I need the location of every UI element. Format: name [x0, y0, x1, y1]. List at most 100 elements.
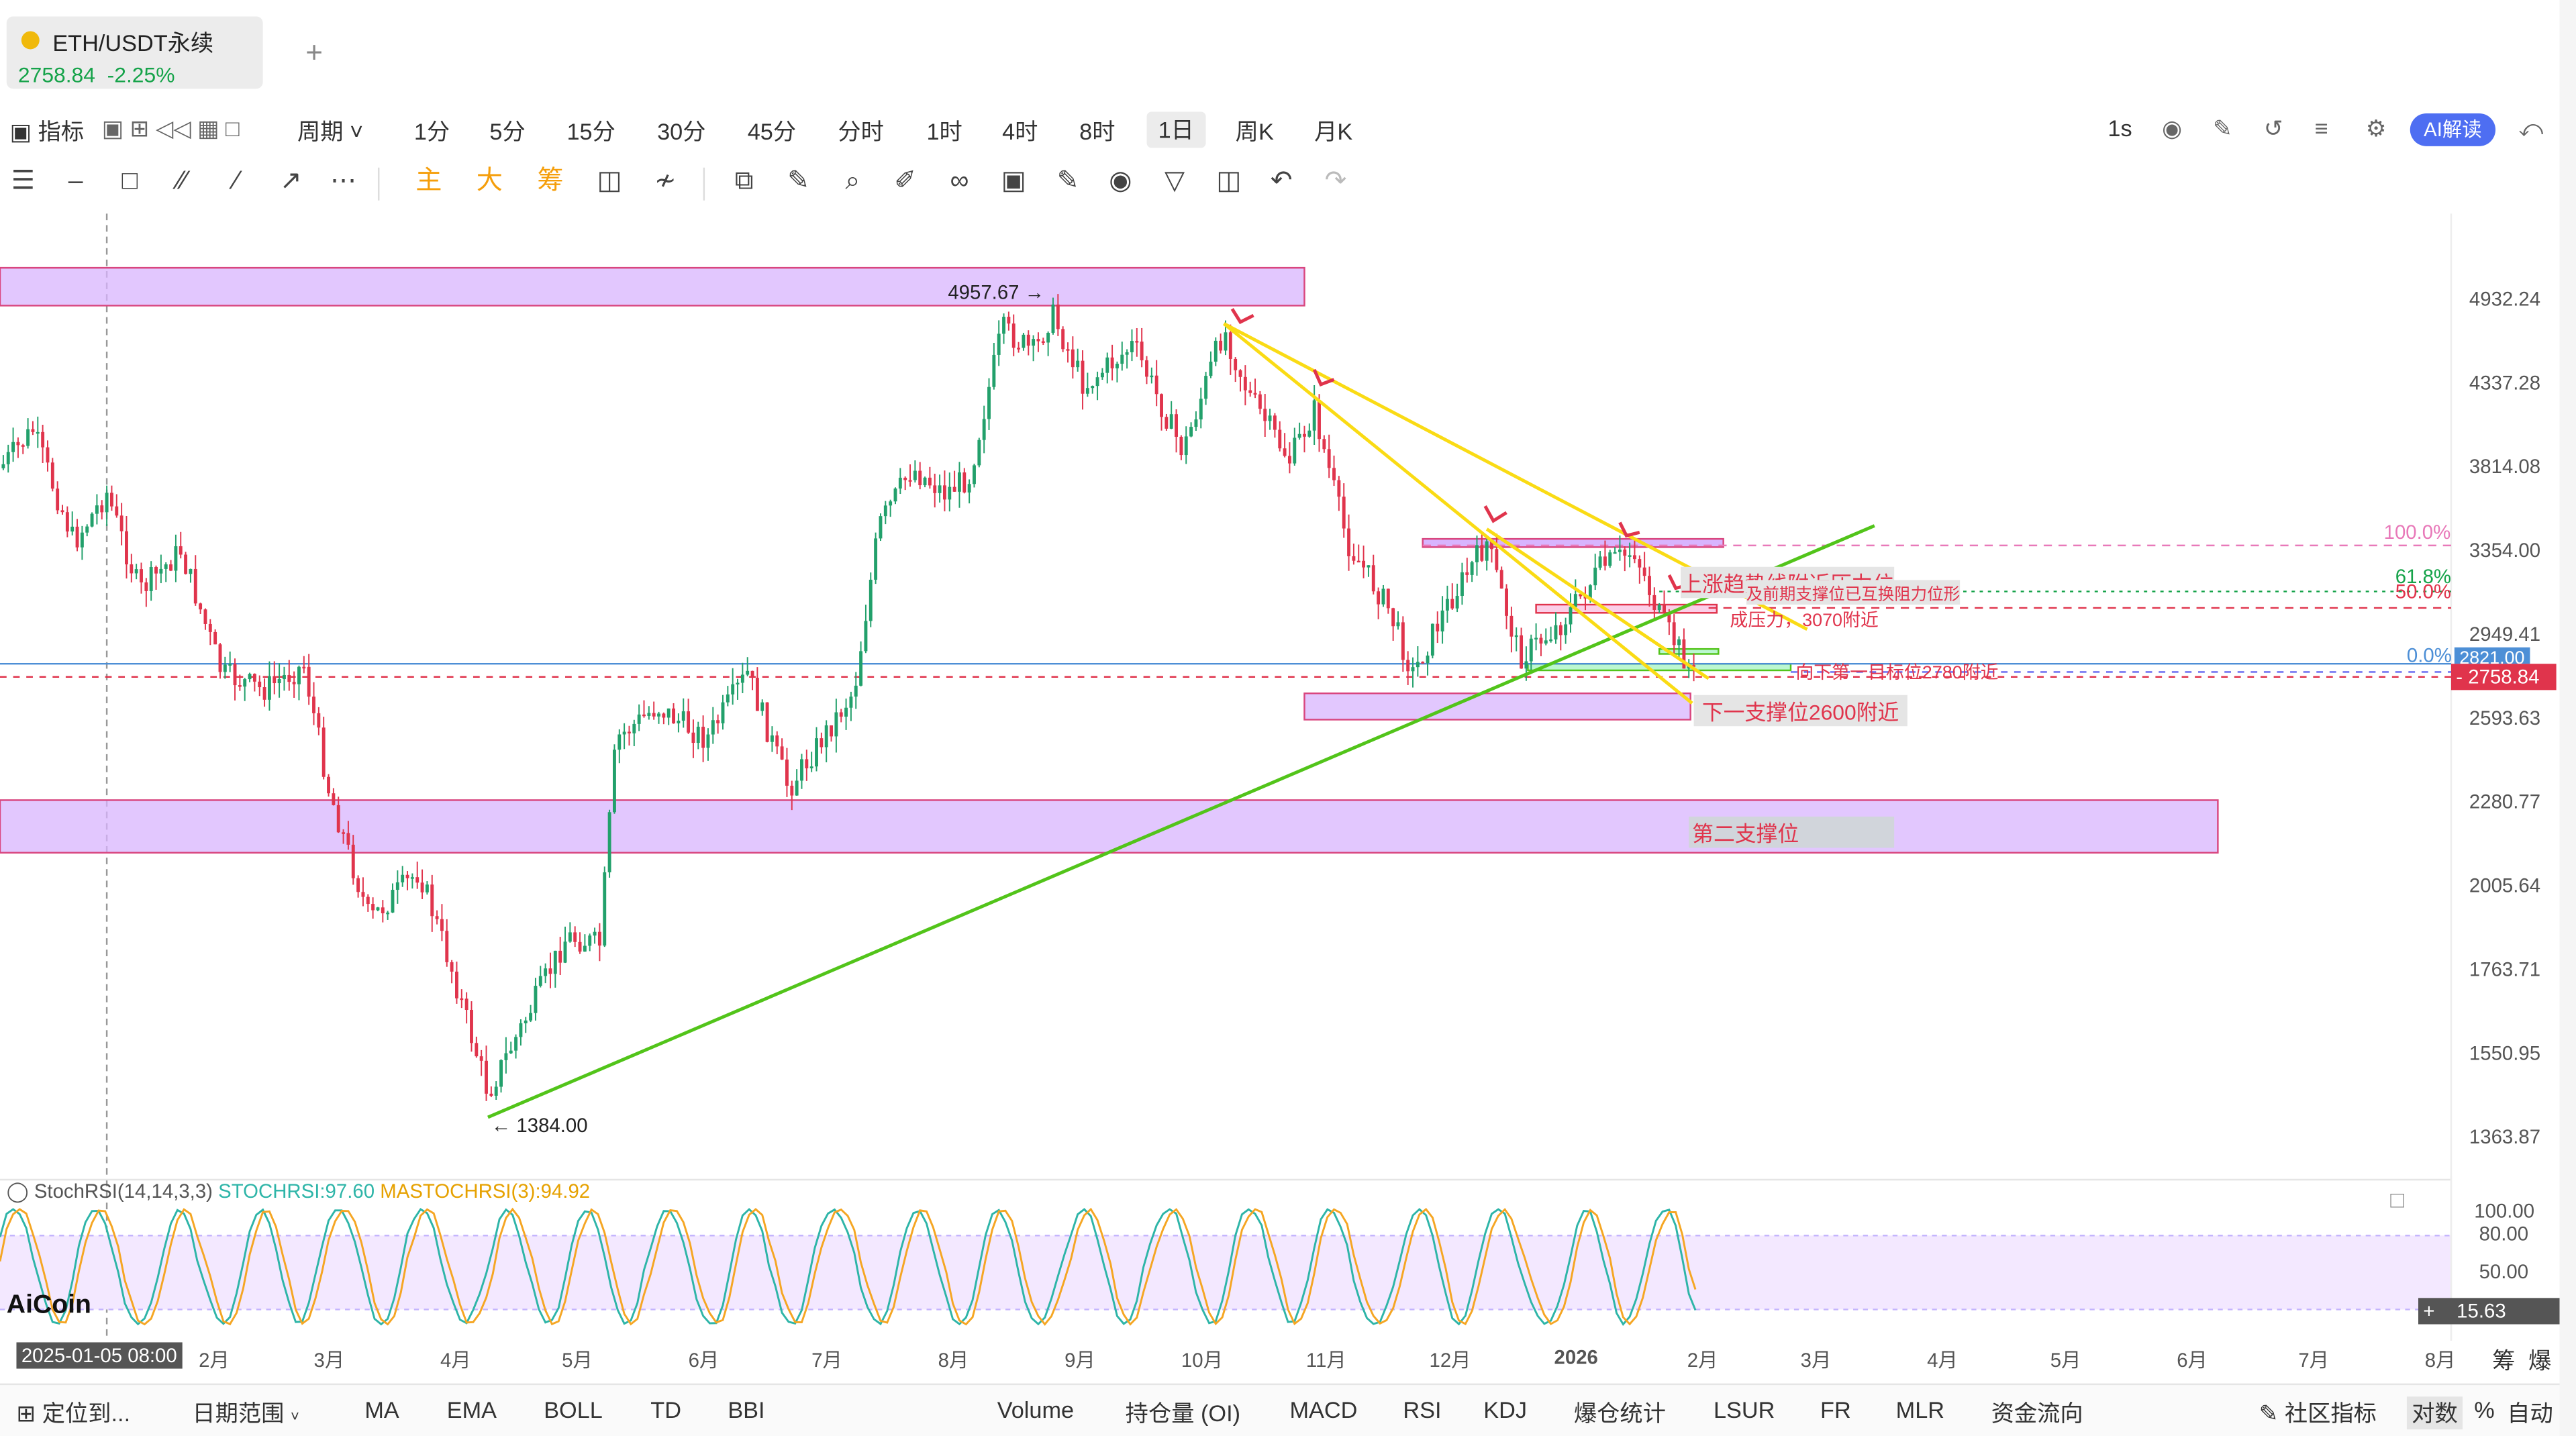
alert-icon[interactable]: ↺	[2263, 115, 2283, 142]
candle-body	[46, 447, 50, 463]
rect-icon[interactable]: □	[121, 167, 138, 196]
line-icon[interactable]: ∕	[234, 167, 239, 196]
brush-icon[interactable]: ✐	[894, 167, 917, 196]
chip-button[interactable]: 筹	[537, 167, 564, 196]
magnet-icon[interactable]: ∞	[950, 167, 969, 196]
trash-icon[interactable]: ◫	[1216, 167, 1242, 196]
layout-icons[interactable]: ▣ ⊞ ◁◁ ▦ □	[101, 115, 240, 142]
redo-icon[interactable]: ↷	[1324, 167, 1347, 196]
share-icon[interactable]: ⤺	[2518, 115, 2543, 142]
interval-1h[interactable]: 1时	[926, 118, 962, 145]
candle-body	[134, 569, 138, 574]
more-icon[interactable]: ⋯	[330, 167, 357, 196]
candle-body	[164, 564, 168, 569]
ray-icon[interactable]: ↗	[279, 167, 302, 196]
candle-body	[563, 941, 567, 963]
indicator-boll[interactable]: BOLL	[544, 1396, 603, 1423]
edit-icon[interactable]: ✎	[1056, 167, 1079, 196]
candle-body	[1076, 360, 1080, 368]
sub-mlr[interactable]: MLR	[1895, 1396, 1945, 1423]
chip-toggle[interactable]: 筹	[2492, 1347, 2516, 1374]
time-label: 2026	[1554, 1345, 1598, 1369]
candle-body	[1549, 639, 1553, 642]
resist-3070-label: 成压力，3070附近	[1730, 611, 1879, 631]
sub-macd[interactable]: MACD	[1289, 1396, 1358, 1423]
candle-body	[706, 734, 710, 748]
sub-rsi[interactable]: RSI	[1403, 1396, 1442, 1423]
indicator-td[interactable]: TD	[650, 1396, 681, 1423]
time-label: 12月	[1429, 1349, 1471, 1372]
fib-100-label: 100.0%	[2383, 521, 2451, 544]
candle-body	[1248, 390, 1252, 393]
interval-5m[interactable]: 5分	[489, 118, 526, 145]
interval-45m[interactable]: 45分	[747, 118, 797, 145]
interval-1m[interactable]: 1分	[413, 118, 450, 145]
indicator-ema[interactable]: EMA	[446, 1396, 497, 1423]
price-chart[interactable]	[0, 213, 2576, 1341]
gear-icon[interactable]: ⚙	[2365, 115, 2387, 142]
stochrsi-panel[interactable]	[0, 1176, 2576, 1341]
auto-toggle[interactable]: 自动	[2507, 1400, 2553, 1427]
candle-body	[1362, 560, 1366, 568]
ai-analyze-button[interactable]: AI解读	[2410, 113, 2496, 146]
undo-icon[interactable]: ↶	[1270, 167, 1293, 196]
sub-volume[interactable]: Volume	[997, 1396, 1075, 1423]
period-dropdown[interactable]: 周期 ˅	[297, 118, 364, 145]
indicator-bbi[interactable]: BBI	[728, 1396, 765, 1423]
interval-1d[interactable]: 1日	[1146, 111, 1206, 148]
candle-body	[169, 564, 173, 571]
measure-icon[interactable]: ≁	[654, 167, 677, 196]
scrollbar[interactable]	[2559, 0, 2576, 1436]
candle-body	[1558, 625, 1563, 635]
candle-body	[1667, 612, 1671, 623]
candle-body	[913, 470, 917, 480]
indicator-button[interactable]: ▣ 指标	[9, 118, 85, 145]
candle-body	[1036, 339, 1040, 342]
interval-week[interactable]: 周K	[1235, 118, 1274, 145]
indicator-ma[interactable]: MA	[364, 1396, 399, 1423]
interval-4h[interactable]: 4时	[1002, 118, 1038, 145]
speed-button[interactable]: 1s	[2108, 115, 2132, 142]
sub-oi[interactable]: 持仓量 (OI)	[1125, 1400, 1241, 1427]
community-indicators[interactable]: ✎ 社区指标	[2259, 1400, 2377, 1427]
candle-body	[815, 738, 818, 767]
candle-body	[238, 685, 242, 687]
expand-icon[interactable]: □	[2390, 1186, 2405, 1213]
date-range-button[interactable]: 日期范围 ˅	[192, 1400, 299, 1427]
pencil-icon[interactable]: ✎	[2213, 115, 2232, 142]
candle-body	[1322, 439, 1326, 450]
zoom-icon[interactable]: ⌕	[845, 167, 860, 196]
sub-fund-flow[interactable]: 资金流向	[1991, 1400, 2083, 1427]
filter-icon[interactable]: ▽	[1165, 167, 1185, 196]
interval-timeline[interactable]: 分时	[838, 118, 884, 145]
hline-icon[interactable]: –	[68, 167, 83, 196]
liquidation-toggle[interactable]: 爆	[2528, 1347, 2552, 1374]
hide-icon[interactable]: ◉	[1109, 167, 1132, 196]
main-force-button[interactable]: 主	[415, 167, 442, 196]
sub-liquidation[interactable]: 爆仓统计	[1573, 1400, 1666, 1427]
candle-body	[1411, 667, 1415, 672]
symbol-tab[interactable]: ETH/USDT永续 2758.84 -2.25%	[6, 16, 263, 89]
lock-icon[interactable]: ▣	[1001, 167, 1026, 196]
menu-icon[interactable]: ☰	[11, 167, 35, 196]
parallel-icon[interactable]: ∕∕	[178, 167, 187, 196]
sub-lsur[interactable]: LSUR	[1713, 1396, 1775, 1423]
sub-fr[interactable]: FR	[1820, 1396, 1851, 1423]
add-tab-button[interactable]: +	[305, 36, 324, 69]
interval-15m[interactable]: 15分	[566, 118, 615, 145]
percent-toggle[interactable]: %	[2474, 1396, 2495, 1423]
big-order-button[interactable]: 大	[476, 167, 503, 196]
camera-icon[interactable]: ◉	[2162, 115, 2183, 142]
interval-30m[interactable]: 30分	[657, 118, 706, 145]
ruler-icon[interactable]: ✎	[787, 167, 809, 196]
candle-body	[746, 670, 750, 675]
candle-body	[1150, 375, 1154, 378]
copy-icon[interactable]: ⧉	[734, 167, 754, 196]
auto-draw-icon[interactable]: ◫	[597, 167, 622, 196]
interval-8h[interactable]: 8时	[1079, 118, 1116, 145]
list-icon[interactable]: ≡	[2314, 115, 2328, 142]
interval-month[interactable]: 月K	[1314, 118, 1353, 145]
sub-kdj[interactable]: KDJ	[1483, 1396, 1528, 1423]
locate-button[interactable]: ⊞ 定位到...	[16, 1400, 131, 1427]
log-toggle[interactable]: 对数	[2406, 1396, 2463, 1430]
